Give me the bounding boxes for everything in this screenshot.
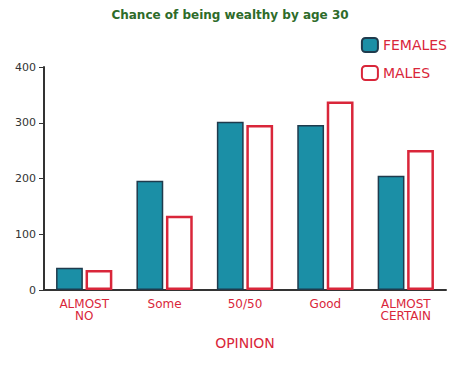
- svg-text:200: 200: [15, 172, 36, 185]
- svg-text:ALMOST: ALMOST: [59, 297, 109, 311]
- svg-text:OPINION: OPINION: [215, 335, 275, 351]
- svg-text:0: 0: [29, 284, 36, 297]
- svg-text:MALES: MALES: [383, 65, 430, 81]
- svg-text:NO: NO: [75, 309, 93, 323]
- svg-text:Some: Some: [148, 297, 182, 311]
- svg-text:400: 400: [15, 61, 36, 74]
- svg-text:ALMOST: ALMOST: [381, 297, 431, 311]
- svg-text:100: 100: [15, 228, 36, 241]
- svg-text:CERTAIN: CERTAIN: [381, 309, 432, 323]
- svg-text:50/50: 50/50: [228, 297, 263, 311]
- svg-text:300: 300: [15, 116, 36, 129]
- svg-text:Good: Good: [310, 297, 342, 311]
- svg-text:Chance of being wealthy by age: Chance of being wealthy by age 30: [111, 8, 348, 22]
- svg-text:FEMALES: FEMALES: [383, 37, 447, 53]
